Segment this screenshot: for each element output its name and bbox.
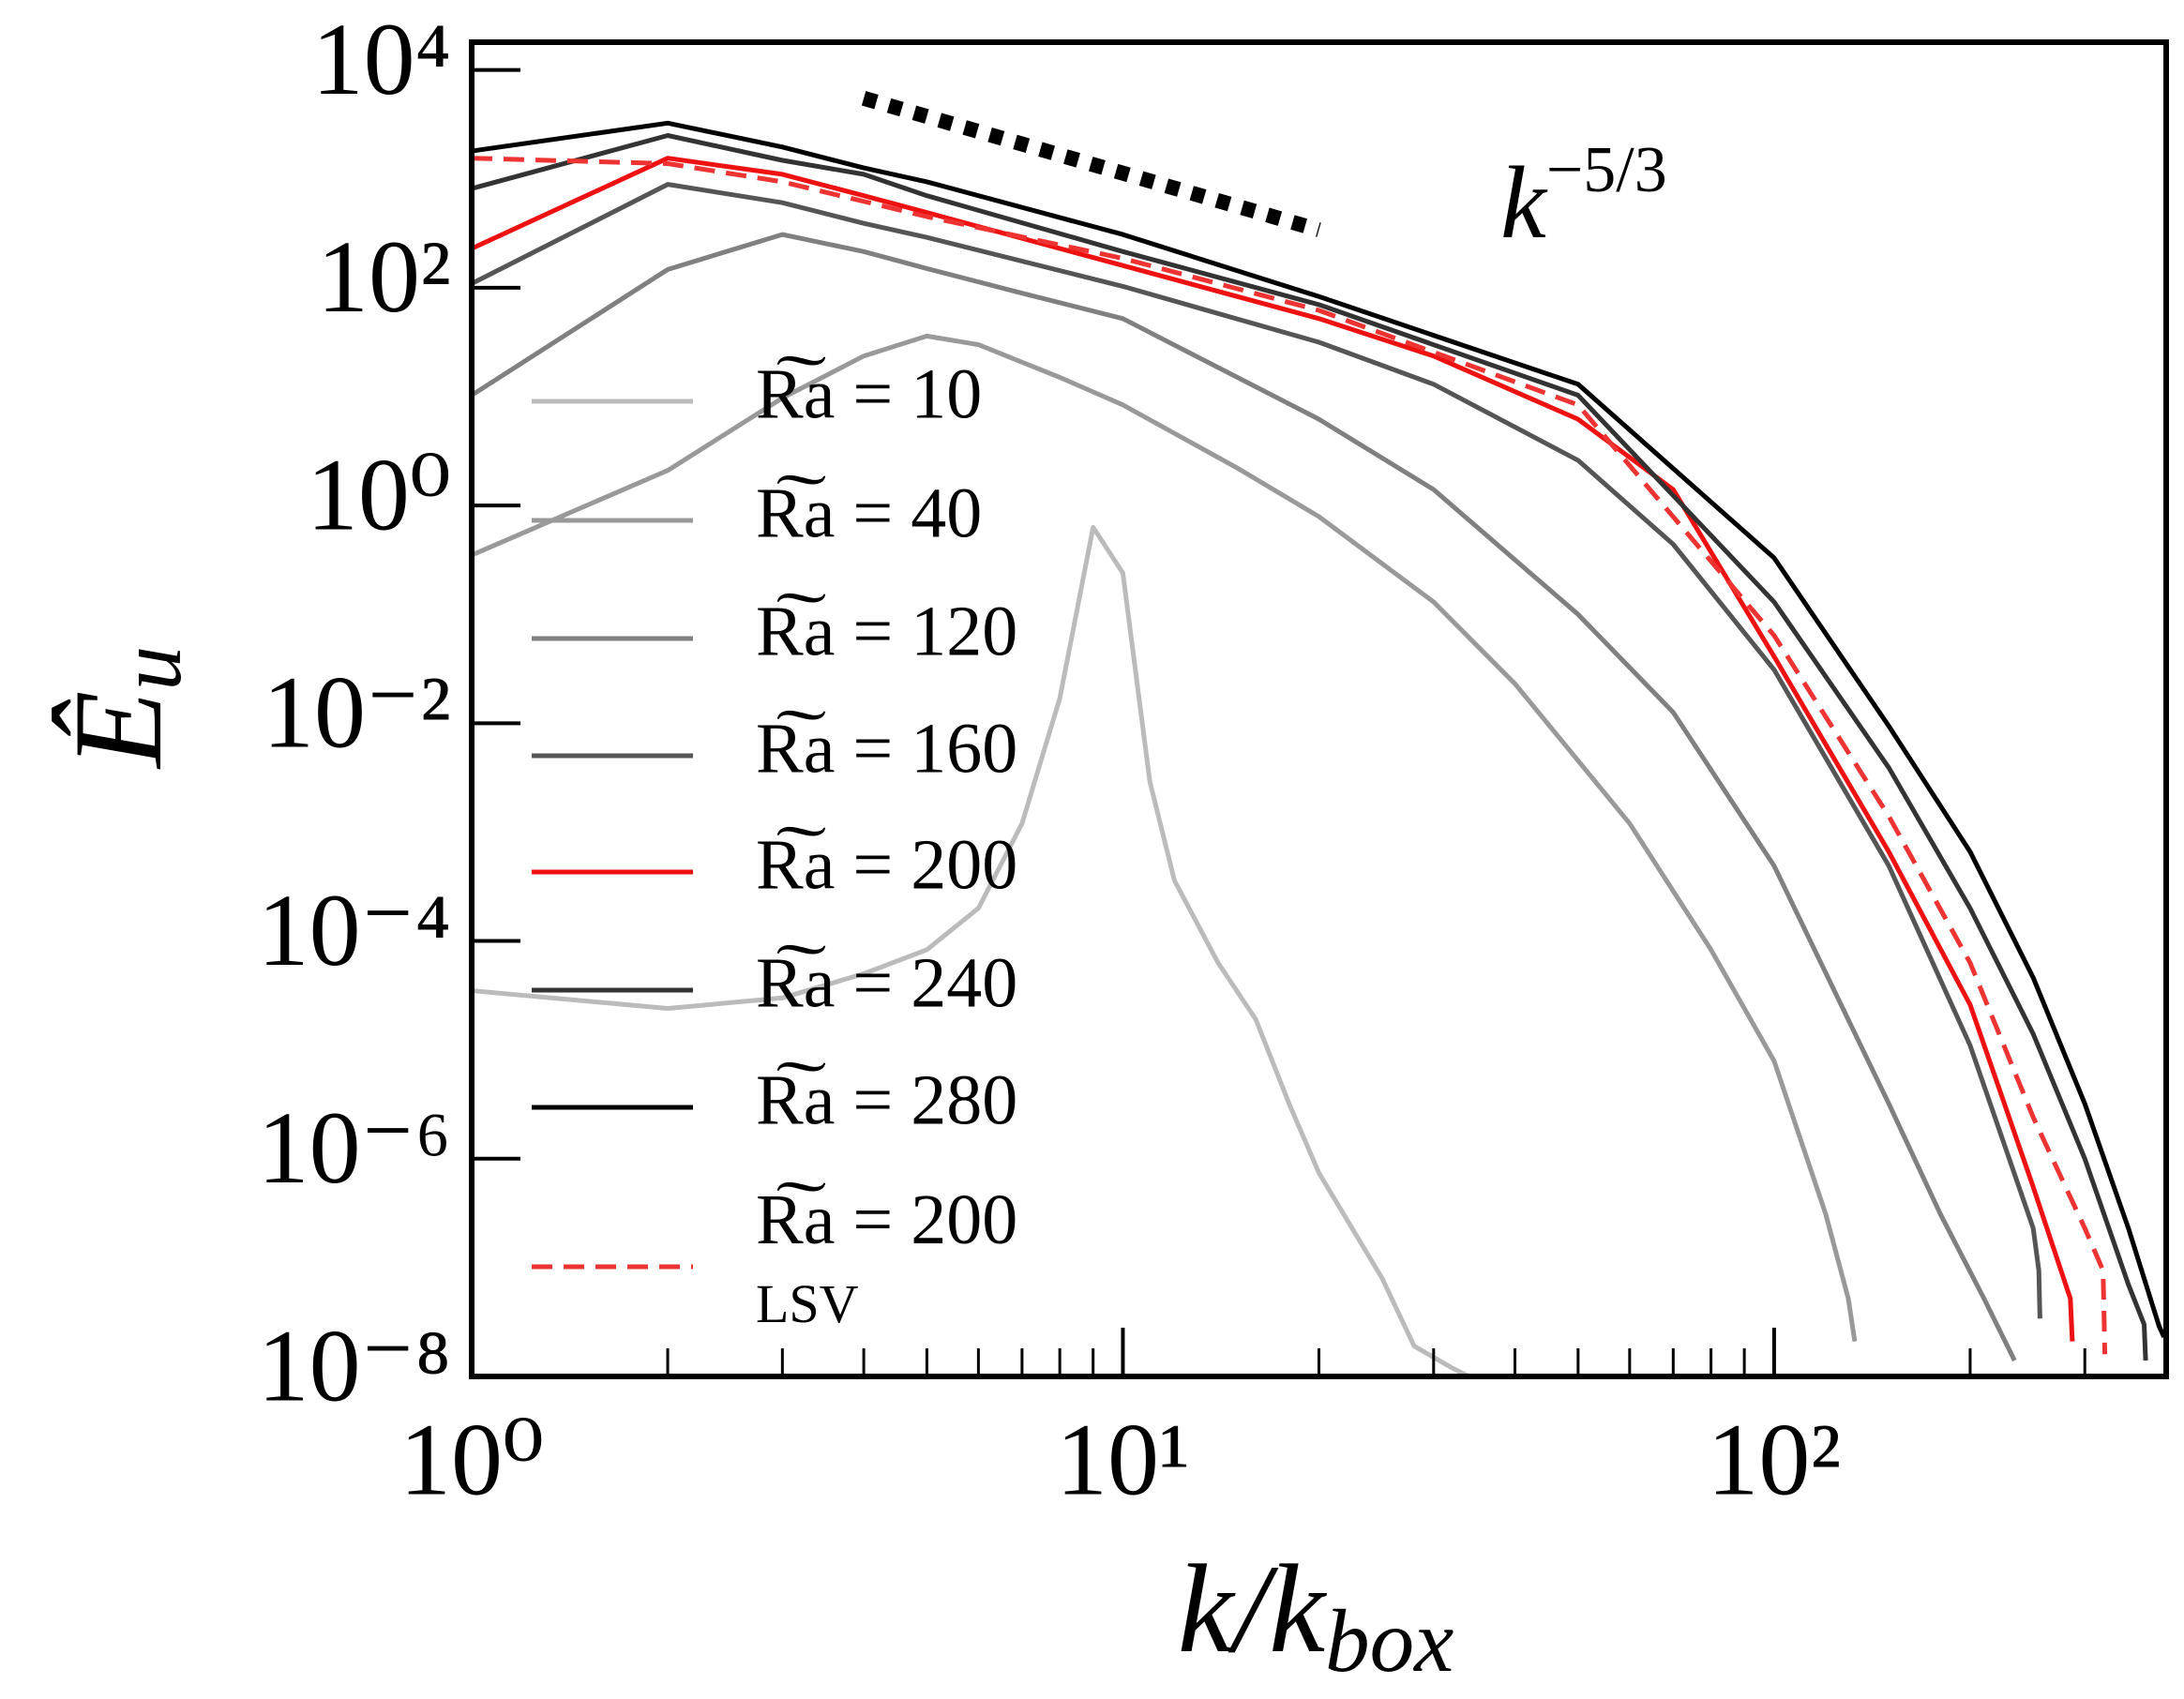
legend-label: R͠a = 120 bbox=[756, 592, 1017, 670]
y-tick-label: 10² bbox=[317, 219, 451, 334]
y-tick-label: 10⁰ bbox=[307, 437, 451, 551]
legend-label: R͠a = 10 bbox=[756, 354, 982, 433]
legend-label: R͠a = 40 bbox=[756, 474, 982, 552]
series-line bbox=[472, 156, 2075, 1342]
y-tick-label: 10⁴ bbox=[312, 2, 451, 116]
plot-area bbox=[472, 120, 2166, 1376]
legend-label: R͠a = 200 LSV bbox=[756, 1180, 1017, 1334]
legend-label: R͠a = 160 bbox=[756, 709, 1017, 788]
x-axis-label: k/kbox bbox=[1178, 1540, 1454, 1691]
reference-line bbox=[861, 91, 1321, 237]
y-axis-label: Êu bbox=[49, 646, 200, 770]
legend-label: R͠a = 280 bbox=[756, 1060, 1017, 1139]
y-tick-label: 10⁻⁸ bbox=[258, 1308, 451, 1422]
series-line bbox=[472, 156, 2108, 1355]
series-line bbox=[472, 232, 2017, 1362]
series-line bbox=[472, 120, 2166, 1339]
x-tick-label: 10² bbox=[1707, 1402, 1841, 1516]
series-line bbox=[472, 524, 1470, 1376]
x-tick-label: 10¹ bbox=[1056, 1402, 1190, 1516]
legend-label: R͠a = 240 bbox=[756, 943, 1017, 1022]
series-line bbox=[472, 133, 2148, 1361]
legend-label: R͠a = 200 bbox=[756, 825, 1017, 904]
y-tick-label: 10⁻² bbox=[263, 655, 451, 770]
x-tick-label: 10⁰ bbox=[399, 1402, 544, 1516]
annotation: k−5/3 bbox=[1500, 134, 1667, 260]
series-line bbox=[472, 333, 1858, 1342]
y-tick-label: 10⁻⁶ bbox=[258, 1090, 451, 1205]
y-tick-label: 10⁻⁴ bbox=[258, 873, 451, 987]
series-line bbox=[472, 182, 2042, 1319]
